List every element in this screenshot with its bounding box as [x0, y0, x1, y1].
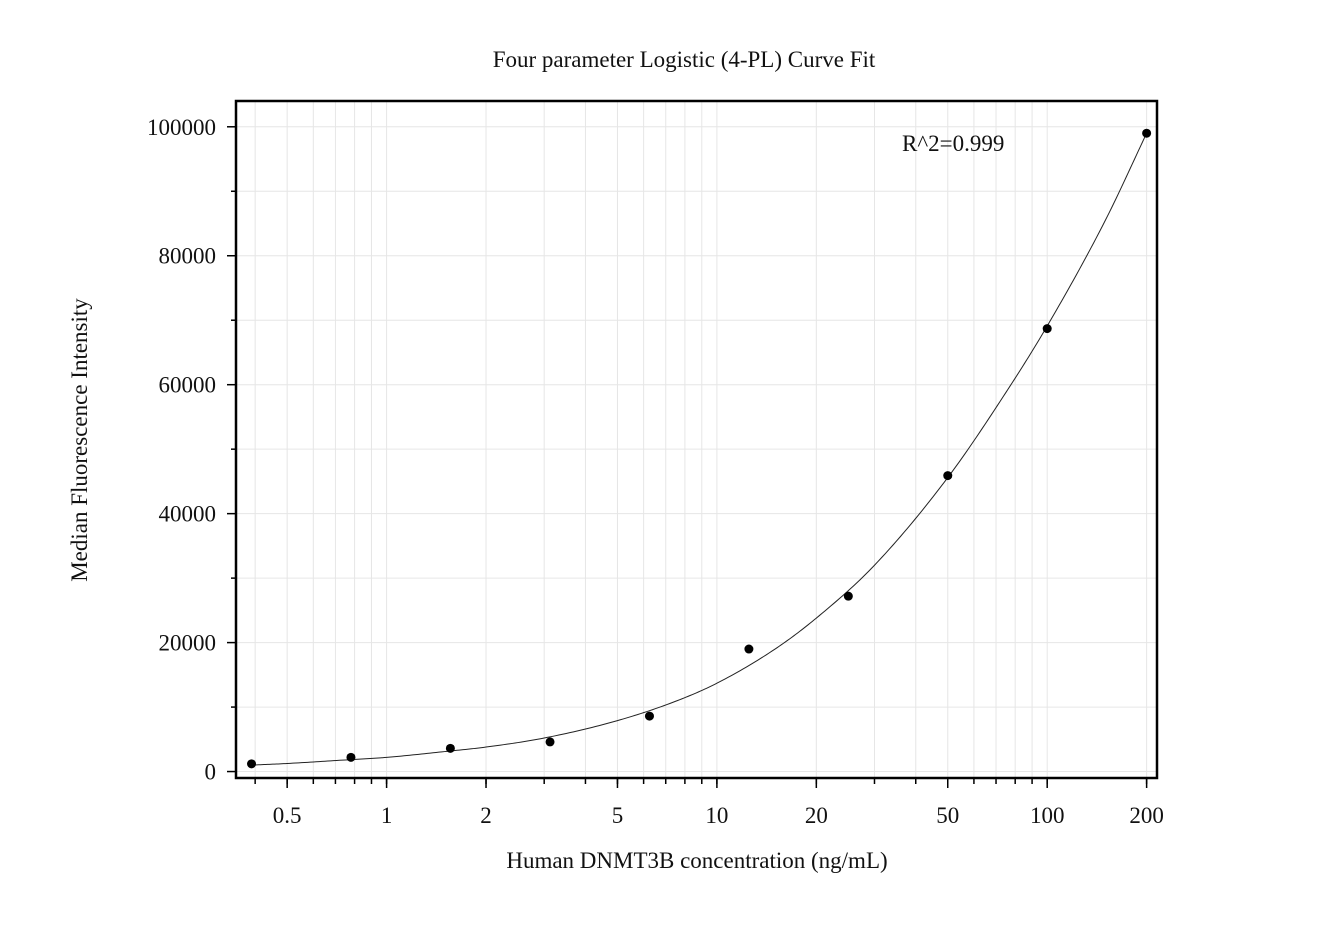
tick-labels: 0.5 1 2 5 10 20 50 100 200 0 20000 40000 60000 80000 1… [147, 115, 1164, 828]
data-point [744, 644, 754, 654]
x-tick-label: 5 [612, 803, 624, 828]
x-tick-label: 20 [805, 803, 828, 828]
axis-ticks [227, 126, 1148, 788]
y-axis-label: Median Fluorescence Intensity [67, 298, 92, 582]
fit-curve [251, 133, 1148, 766]
x-tick-label: 100 [1030, 803, 1065, 828]
x-tick-label: 50 [936, 803, 959, 828]
r-squared-annotation: R^2=0.999 [902, 131, 1004, 156]
y-tick-label: 100000 [147, 115, 216, 140]
y-tick-label: 80000 [159, 244, 217, 269]
data-point [644, 711, 654, 721]
data-point [1142, 128, 1152, 138]
data-point [247, 759, 257, 769]
x-tick-label: 1 [381, 803, 393, 828]
data-points [247, 128, 1152, 769]
x-tick-label: 200 [1129, 803, 1164, 828]
x-tick-label: 0.5 [273, 803, 302, 828]
chart-title: Four parameter Logistic (4-PL) Curve Fit [493, 47, 876, 72]
grid-lines [236, 101, 1157, 778]
y-tick-label: 40000 [159, 502, 217, 527]
y-tick-label: 20000 [159, 631, 217, 656]
data-point [445, 743, 455, 753]
data-point [545, 737, 555, 747]
y-tick-label: 60000 [159, 373, 217, 398]
data-point [843, 591, 853, 601]
data-point [943, 471, 953, 481]
data-point [1042, 324, 1052, 334]
x-tick-label: 10 [705, 803, 728, 828]
x-tick-label: 2 [480, 803, 492, 828]
y-tick-label: 0 [205, 760, 217, 785]
data-point [346, 752, 356, 762]
x-axis-label: Human DNMT3B concentration (ng/mL) [506, 848, 887, 873]
plot-frame [234, 99, 1159, 780]
